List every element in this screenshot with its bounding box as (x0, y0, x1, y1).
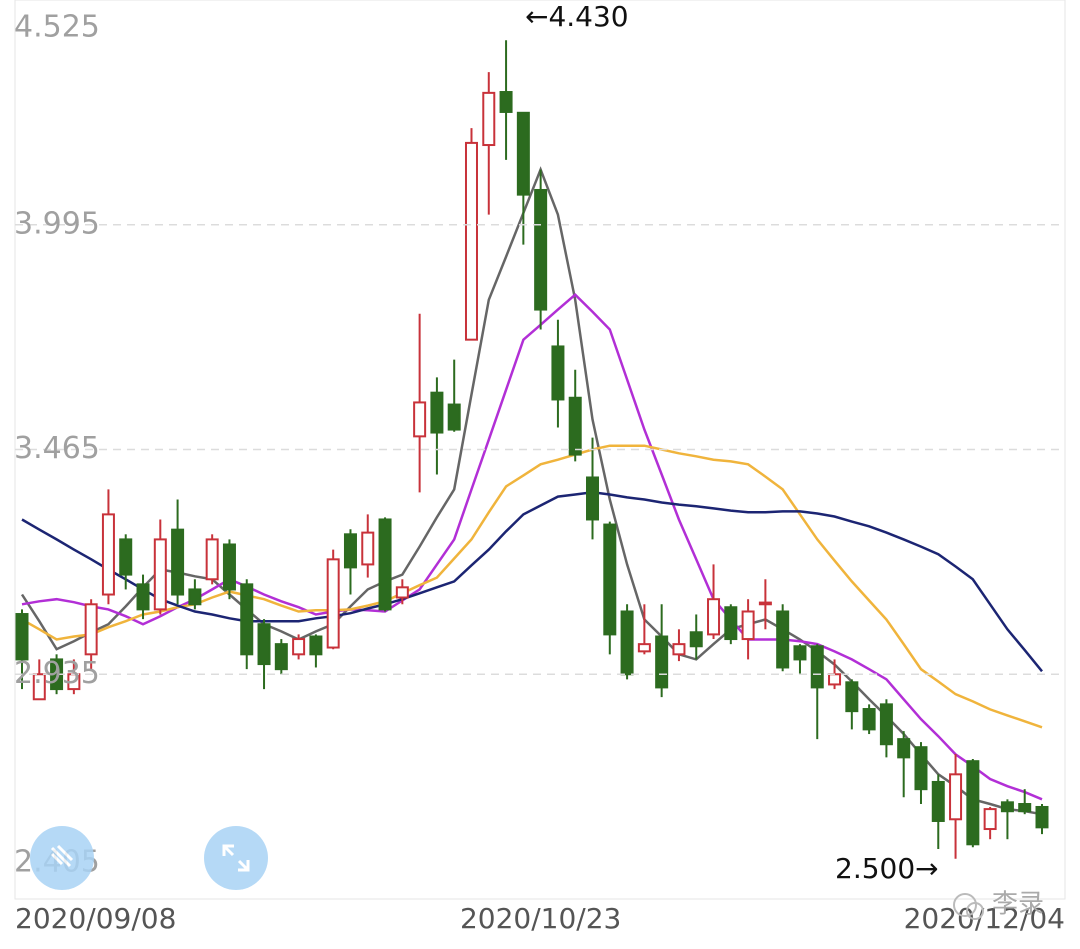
candle-body (810, 645, 824, 689)
watermark-text: 李录 (992, 890, 1044, 920)
x-tick-label: 2020/12/04 (904, 902, 1065, 935)
candle-body (707, 598, 721, 636)
drawing-tool-button[interactable] (30, 826, 94, 890)
candles (15, 40, 1049, 859)
candle-body (983, 808, 997, 831)
candle-body (274, 643, 288, 671)
candle-body (378, 518, 392, 611)
candle-body (949, 773, 963, 821)
candle-body (413, 401, 427, 438)
candle-body (292, 638, 306, 656)
candle-body (222, 543, 236, 591)
candle-body (205, 538, 219, 581)
candle-body (914, 746, 928, 791)
candle-body (931, 780, 945, 822)
x-axis: 2020/09/08 2020/10/23 2020/12/04 (15, 902, 1065, 935)
y-tick-label: 3.465 (14, 431, 100, 466)
candle-body (361, 531, 375, 566)
candle-body (153, 538, 167, 611)
candle-body (482, 91, 496, 147)
y-tick-label: 4.525 (14, 10, 100, 45)
candle-body (464, 141, 478, 341)
moving-average-line (21, 491, 1043, 673)
annotation: ←4.430 (525, 0, 629, 33)
candle-body (240, 583, 254, 656)
watermark: 李录 (953, 890, 1044, 920)
y-tick-label: 2.935 (14, 656, 100, 691)
candle-body (551, 345, 565, 401)
candle-body (724, 606, 738, 641)
candle-body (776, 610, 790, 669)
candle-body (257, 623, 271, 666)
candle-body (793, 645, 807, 661)
candle-body (534, 188, 548, 311)
candle-body (447, 403, 461, 431)
candle-body (603, 523, 617, 636)
candle-body (84, 603, 98, 656)
x-tick-label: 2020/10/23 (460, 902, 621, 935)
candle-body (637, 643, 651, 653)
candle-body (879, 703, 893, 746)
candle-body (862, 708, 876, 731)
candle-body (499, 91, 513, 113)
button-icon (50, 844, 74, 868)
watermark-icon (953, 893, 977, 917)
candle-body (1000, 801, 1014, 813)
candle-body (1018, 803, 1032, 813)
candle-body (171, 528, 185, 596)
candle-body (395, 586, 409, 599)
candle-body (828, 673, 842, 686)
candle-body (309, 635, 323, 656)
watermark-icon (966, 902, 984, 920)
candle-body (966, 760, 980, 846)
button-icon (222, 844, 250, 872)
annotation: 2.500→ (835, 852, 939, 885)
candle-body (136, 583, 150, 611)
candle-body (741, 610, 755, 641)
x-tick-label: 2020/09/08 (15, 902, 176, 935)
candle-body (326, 558, 340, 649)
candle-body (516, 111, 530, 196)
y-tick-label: 3.995 (14, 206, 100, 241)
candle-body (430, 391, 444, 434)
candle-body (188, 588, 202, 606)
candle-body (758, 601, 772, 606)
candle-body (672, 643, 686, 656)
candle-body (343, 533, 357, 569)
moving-average-line (20, 166, 1043, 816)
candle-body (620, 610, 634, 676)
candle-body (119, 538, 133, 576)
candle-body (15, 613, 29, 661)
candle-body (586, 476, 600, 521)
candle-body (655, 635, 669, 689)
candle-body (897, 738, 911, 759)
fullscreen-button[interactable] (204, 826, 268, 890)
candle-body (1035, 805, 1049, 829)
candle-body (689, 631, 703, 648)
candle-body (101, 513, 115, 596)
candle-body (568, 396, 582, 456)
candle-body (845, 681, 859, 713)
candle-body (32, 673, 46, 701)
